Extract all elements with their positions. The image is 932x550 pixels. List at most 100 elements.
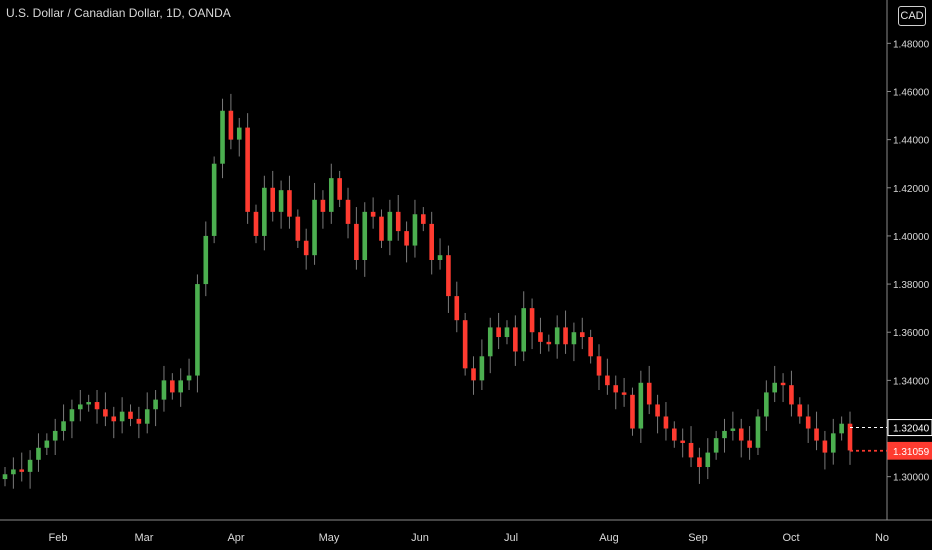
candle-down — [579, 332, 585, 338]
candle-up — [195, 284, 200, 376]
candle-down — [429, 223, 434, 260]
candle-up — [186, 375, 192, 381]
price-label: 1.32040 — [893, 424, 930, 435]
candle-down — [814, 428, 819, 441]
candle-down — [337, 178, 342, 200]
candle-down — [320, 199, 326, 212]
candle-down — [136, 418, 142, 424]
candle-down — [253, 211, 259, 236]
price-label-box — [887, 419, 932, 437]
candle-down — [596, 356, 602, 376]
x-tick-label: No — [875, 532, 889, 544]
candle-up — [220, 110, 225, 164]
candle-up — [705, 452, 711, 468]
candle-up — [211, 163, 217, 236]
candle-up — [203, 235, 209, 285]
candle-down — [103, 409, 108, 417]
candle-up — [730, 428, 736, 431]
candle-up — [387, 211, 393, 241]
candle-up — [479, 356, 485, 381]
candle-up — [312, 199, 317, 256]
candle-up — [504, 327, 510, 338]
candle-down — [805, 416, 811, 429]
candle-down — [663, 416, 669, 429]
candle-up — [161, 380, 167, 400]
candle-down — [563, 327, 568, 345]
x-tick-label: Aug — [599, 532, 619, 544]
candle-down — [245, 127, 250, 212]
candle-down — [94, 402, 100, 410]
candle-down — [789, 385, 794, 405]
candle-up — [144, 409, 150, 424]
candle-up — [755, 416, 761, 448]
candle-down — [345, 199, 351, 224]
x-tick-label: Oct — [782, 532, 799, 544]
candle-up — [638, 382, 644, 429]
candle-up — [86, 402, 91, 405]
candle-up — [178, 380, 183, 393]
candle-down — [688, 442, 694, 458]
candle-down — [605, 375, 610, 386]
candle-down — [697, 457, 702, 468]
candle-down — [646, 382, 652, 405]
candle-down — [847, 423, 853, 451]
candle-up — [412, 214, 418, 246]
candle-up — [52, 430, 58, 441]
price-label-box — [887, 442, 932, 460]
candle-down — [613, 385, 619, 393]
candle-down — [680, 440, 685, 443]
candle-up — [69, 409, 75, 422]
candle-down — [404, 231, 409, 246]
candle-down — [379, 216, 384, 241]
candle-down — [287, 190, 292, 217]
candle-down — [295, 216, 301, 241]
candle-up — [36, 447, 41, 460]
x-tick-label: Jul — [504, 532, 518, 544]
candle-down — [588, 337, 593, 357]
candle-down — [446, 255, 451, 297]
candle-down — [19, 469, 25, 472]
candle-up — [713, 438, 719, 453]
candle-up — [764, 392, 769, 417]
candle-up — [772, 382, 778, 393]
candle-down — [421, 214, 426, 224]
candle-up — [44, 440, 50, 448]
candle-down — [621, 392, 627, 395]
candle-up — [571, 332, 577, 345]
x-tick-label: Sep — [688, 532, 708, 544]
candle-up — [27, 459, 33, 472]
candle-down — [454, 296, 460, 321]
candle-down — [780, 382, 786, 386]
candle-down — [529, 308, 535, 333]
candle-down — [496, 327, 501, 338]
y-tick-label: 1.44000 — [893, 136, 930, 147]
candle-down — [738, 428, 744, 441]
y-tick-label: 1.38000 — [893, 280, 930, 291]
x-tick-label: Feb — [49, 532, 68, 544]
candle-down — [128, 411, 133, 419]
candle-up — [328, 178, 334, 212]
candle-up — [487, 327, 493, 357]
candle-down — [538, 332, 543, 342]
candle-up — [11, 469, 16, 475]
candle-up — [2, 474, 8, 480]
y-tick-label: 1.46000 — [893, 87, 930, 98]
candle-down — [546, 341, 552, 345]
candle-up — [554, 327, 560, 345]
y-tick-label: 1.42000 — [893, 184, 930, 195]
candle-down — [111, 416, 117, 422]
candle-down — [370, 211, 376, 217]
y-tick-label: 1.40000 — [893, 232, 930, 243]
x-tick-label: Jun — [411, 532, 429, 544]
candle-up — [839, 423, 844, 434]
y-tick-label: 1.34000 — [893, 376, 930, 387]
y-tick-label: 1.36000 — [893, 328, 930, 339]
currency-button[interactable]: CAD — [898, 6, 926, 26]
candle-up — [830, 433, 836, 453]
candle-up — [521, 308, 527, 352]
candle-down — [471, 368, 476, 381]
candle-down — [228, 110, 234, 140]
candle-up — [722, 430, 727, 439]
